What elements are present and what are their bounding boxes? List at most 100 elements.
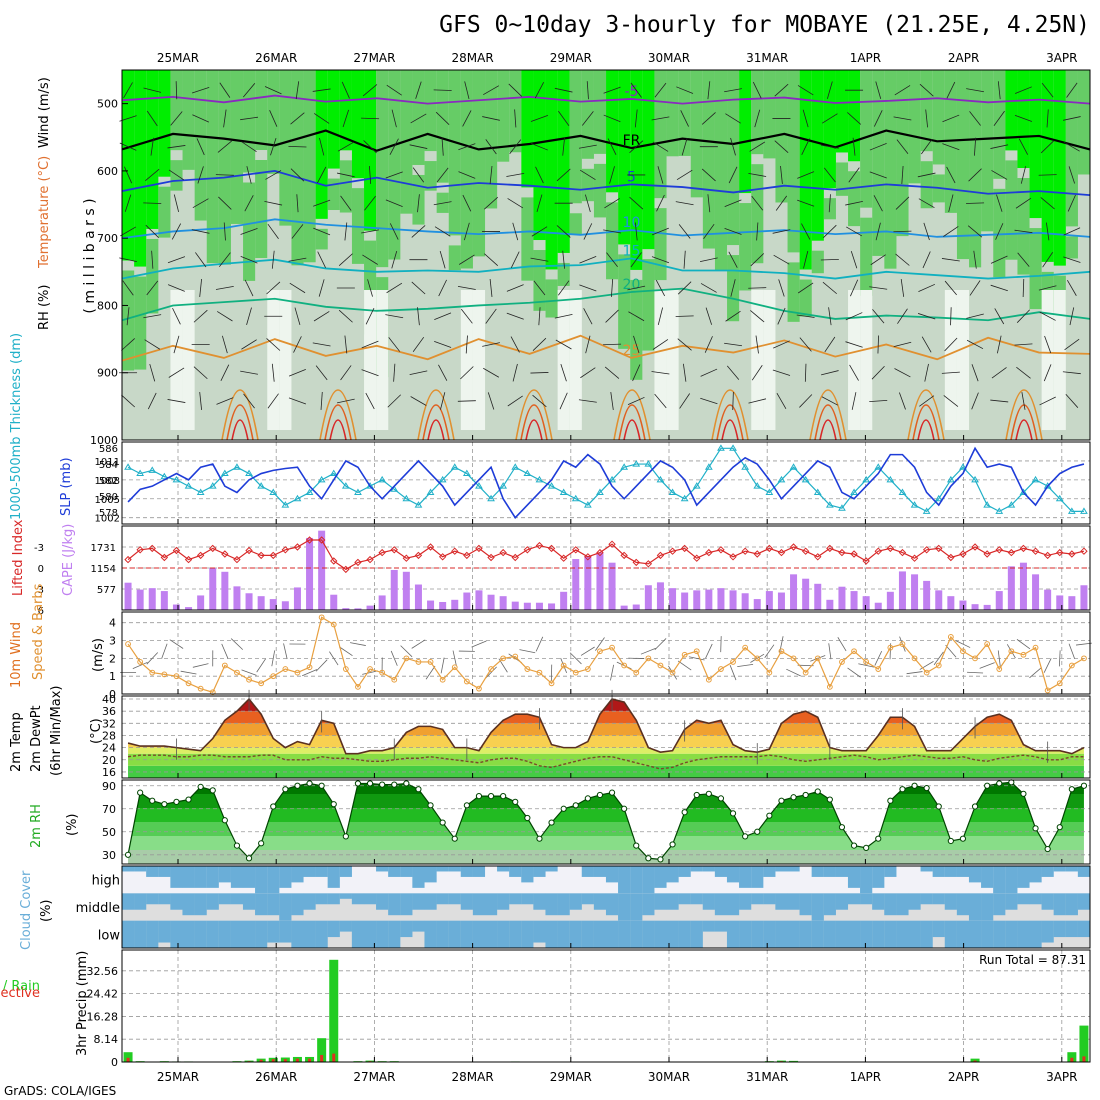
wind-barb xyxy=(315,365,328,381)
wind-barb xyxy=(506,172,525,177)
cloud-cell xyxy=(968,866,982,883)
precip-total-bar xyxy=(970,1058,980,1062)
rh-column xyxy=(146,70,159,229)
wind-barb xyxy=(1063,256,1081,263)
wind-barb xyxy=(329,651,339,666)
wind-barb xyxy=(777,307,786,325)
rh-column xyxy=(654,70,667,199)
cloud-cell xyxy=(557,920,570,948)
li-marker xyxy=(221,550,229,558)
wind-barb xyxy=(267,223,279,239)
wind-barb xyxy=(433,89,452,91)
thickness-marker xyxy=(959,463,967,470)
left-tick-label: 578 xyxy=(99,508,118,519)
wind-barb xyxy=(628,311,645,322)
thickness-marker xyxy=(475,482,483,489)
wind-barb xyxy=(530,114,549,122)
wind-barb xyxy=(611,278,614,297)
rh-column xyxy=(351,70,365,179)
wind-barb xyxy=(385,199,403,207)
thickness-marker xyxy=(535,475,544,483)
wind-tick-label: 3 xyxy=(109,635,116,648)
rh-marker xyxy=(245,855,253,862)
rh-tick-label: 90 xyxy=(102,780,116,793)
cape-bar xyxy=(790,574,798,610)
wind-barb xyxy=(605,309,619,323)
rh-marker xyxy=(633,842,640,849)
cloud-cell xyxy=(860,920,873,948)
rh-marker xyxy=(875,835,882,842)
cloud-cell xyxy=(618,893,631,921)
cloud-cell xyxy=(714,893,728,916)
precip-panel: 32.56 24.42 16.28 8.14 0 Run Total = 87.31 Tot… xyxy=(0,949,1091,1069)
rh-column xyxy=(811,250,824,274)
cloud-cell xyxy=(436,920,449,948)
cloud-cell xyxy=(763,893,776,905)
dry-column xyxy=(956,290,970,430)
rh-column xyxy=(255,70,268,151)
wind-barb xyxy=(821,396,838,406)
thickness-marker xyxy=(257,482,266,489)
wind-barb xyxy=(167,399,186,403)
precip-total-bar xyxy=(317,1038,327,1062)
wind-barb xyxy=(533,280,546,296)
warm-isotherm-lobe xyxy=(613,389,651,441)
li-marker xyxy=(1043,551,1052,560)
cloud-cell xyxy=(787,866,800,872)
rh-column xyxy=(279,70,292,226)
wind-barb xyxy=(145,224,160,238)
cloud-cell xyxy=(182,893,195,916)
cloud-cell xyxy=(460,893,473,910)
wind-barb xyxy=(362,254,378,265)
wind-barb xyxy=(554,87,573,93)
wind-barb xyxy=(973,250,977,269)
wind-barb xyxy=(948,194,954,213)
wind-barb xyxy=(458,171,476,179)
wind-barb xyxy=(1014,114,1033,122)
wind-barb xyxy=(872,309,885,324)
cloud-row-label: low xyxy=(98,928,121,943)
wind-speed-marker xyxy=(609,644,615,651)
wind-barb xyxy=(897,308,908,324)
cloud-cell xyxy=(242,866,256,888)
li-marker xyxy=(499,548,507,557)
thickness-marker xyxy=(656,475,665,483)
cape-bar xyxy=(463,592,471,610)
thickness-marker xyxy=(741,463,750,470)
rh-marker xyxy=(814,788,821,795)
cape-tick-label: 1154 xyxy=(91,564,116,575)
wind-barb xyxy=(175,81,178,100)
wind-barb xyxy=(997,650,1001,667)
li-marker xyxy=(838,548,846,557)
wind-barb xyxy=(241,669,257,676)
wind-barb xyxy=(946,166,956,184)
cloud-cell xyxy=(412,866,425,888)
li-marker xyxy=(487,553,495,562)
cape-li-panel: -3 0 3 6 1731 1154 577 Lifted Index CAPE (J/kg) xyxy=(11,519,1091,617)
wind-barb xyxy=(361,117,380,120)
li-marker xyxy=(233,555,241,564)
rh-marker xyxy=(717,795,725,802)
cloud-cell xyxy=(726,866,740,883)
wind-barb xyxy=(681,137,688,156)
wind-barb xyxy=(968,168,982,182)
rh-column xyxy=(920,161,933,209)
rh-marker xyxy=(342,833,349,840)
rh-column xyxy=(303,70,316,263)
rh-column xyxy=(1053,70,1066,266)
cloud-cell xyxy=(388,893,401,916)
cape-bar xyxy=(620,605,628,610)
dry-column xyxy=(751,290,764,430)
wind-barb xyxy=(489,278,493,297)
wind-barb xyxy=(441,137,444,156)
rh-marker xyxy=(512,798,519,805)
wind-barb xyxy=(990,399,1009,403)
cloud-cell xyxy=(291,893,304,916)
cape-bar xyxy=(874,602,882,610)
wind-barb xyxy=(821,370,839,376)
li-marker xyxy=(632,558,640,567)
rh-marker xyxy=(996,780,1003,787)
thickness-marker xyxy=(462,469,471,477)
wind-speed-marker xyxy=(355,683,361,690)
wind-speed-marker xyxy=(597,648,603,655)
